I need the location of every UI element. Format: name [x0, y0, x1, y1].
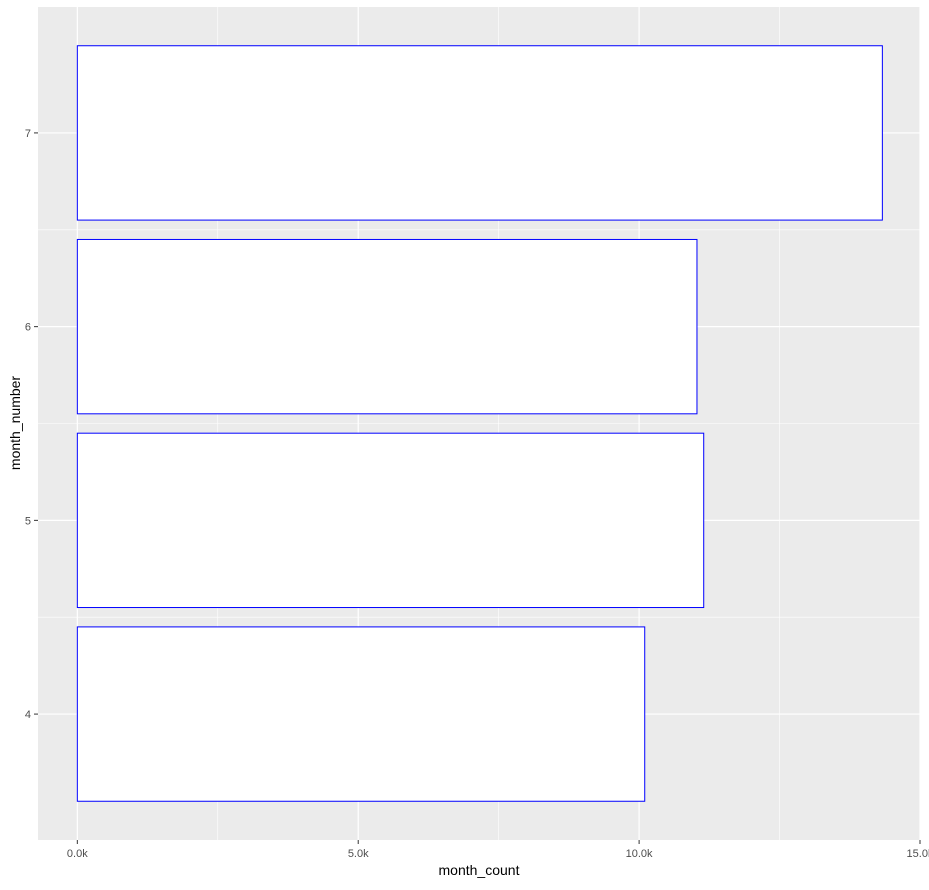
bars — [76, 45, 883, 802]
x-tick-label: 15.0k — [907, 848, 929, 860]
x-tick-label: 0.0k — [67, 848, 88, 860]
bar-month-6 — [76, 238, 698, 415]
x-tick-label: 5.0k — [348, 848, 369, 860]
x-tick-label: 10.0k — [626, 848, 653, 860]
y-tick-label: 5 — [25, 515, 31, 527]
y-axis-title: month_number — [7, 376, 23, 471]
x-axis-title: month_count — [439, 862, 520, 878]
y-tick-label: 4 — [25, 709, 31, 721]
y-axis: 4 5 6 7 — [25, 128, 38, 721]
bar-month-7 — [76, 45, 883, 221]
bar-month-5 — [76, 432, 705, 609]
y-tick-label: 7 — [25, 128, 31, 140]
y-tick-label: 6 — [25, 322, 31, 334]
x-axis: 0.0k 5.0k 10.0k 15.0k — [67, 840, 929, 860]
bar-month-4 — [76, 626, 646, 802]
